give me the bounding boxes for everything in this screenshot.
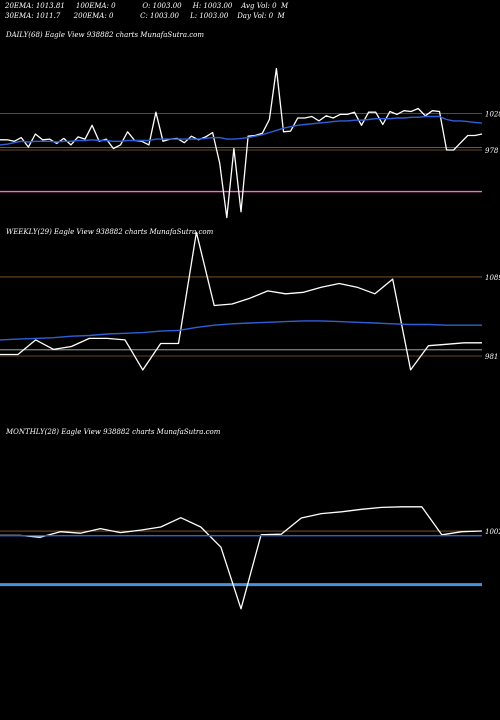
level-label-1: 978 bbox=[485, 147, 499, 155]
monthly-chart-title: MONTHLY(28) Eagle View 938882 charts Mun… bbox=[6, 428, 221, 436]
daily-chart-title: DAILY(68) Eagle View 938882 charts Munaf… bbox=[6, 31, 205, 39]
daily-chart: 1028 978 bbox=[0, 67, 500, 219]
ema-line bbox=[0, 320, 482, 341]
level-label-0: 1002 bbox=[485, 528, 500, 536]
level-label-0: 1028 bbox=[485, 111, 500, 119]
price-line bbox=[0, 506, 483, 610]
ema-line bbox=[0, 115, 483, 146]
price-line bbox=[0, 231, 482, 371]
price-line bbox=[0, 67, 483, 219]
header-line-2: 30EMA: 1011.7 200EMA: 0 C: 1003.00 L: 10… bbox=[5, 12, 285, 20]
monthly-chart: 1002 bbox=[0, 506, 500, 610]
level-label-1: 981 bbox=[485, 353, 498, 361]
weekly-chart-title: WEEKLY(29) Eagle View 938882 charts Muna… bbox=[6, 228, 214, 236]
header-line-1: 20EMA: 1013.81 100EMA: 0 O: 1003.00 H: 1… bbox=[5, 2, 289, 10]
